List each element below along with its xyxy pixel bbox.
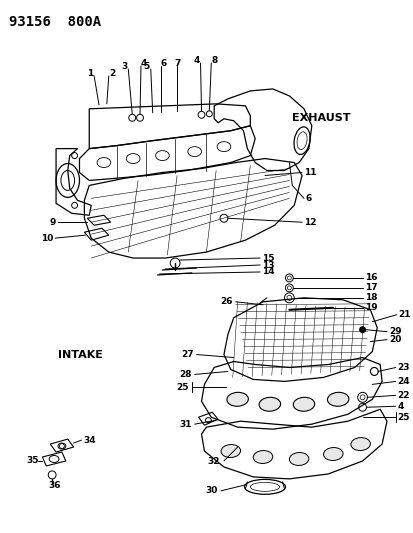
Ellipse shape bbox=[323, 448, 342, 461]
Text: 4: 4 bbox=[397, 402, 403, 411]
Text: 7: 7 bbox=[173, 59, 180, 68]
Text: 9: 9 bbox=[50, 218, 56, 227]
Ellipse shape bbox=[226, 392, 248, 406]
Text: 35: 35 bbox=[26, 456, 38, 465]
Text: 26: 26 bbox=[220, 297, 232, 306]
Text: 10: 10 bbox=[40, 233, 53, 243]
Text: 23: 23 bbox=[397, 363, 409, 372]
Text: 17: 17 bbox=[364, 284, 376, 293]
Text: 14: 14 bbox=[261, 268, 274, 277]
Ellipse shape bbox=[259, 397, 280, 411]
Circle shape bbox=[359, 327, 365, 333]
Text: 18: 18 bbox=[364, 293, 376, 302]
Text: 13: 13 bbox=[261, 261, 274, 270]
Text: 34: 34 bbox=[83, 435, 96, 445]
Text: 4: 4 bbox=[141, 59, 147, 68]
Text: 19: 19 bbox=[364, 303, 376, 312]
Text: 5: 5 bbox=[143, 61, 150, 70]
Text: 27: 27 bbox=[180, 350, 193, 359]
Text: 21: 21 bbox=[398, 310, 410, 319]
Text: 28: 28 bbox=[179, 370, 191, 379]
Text: 3: 3 bbox=[121, 61, 127, 70]
Text: 20: 20 bbox=[388, 335, 400, 344]
Text: 15: 15 bbox=[261, 254, 274, 263]
Text: 6: 6 bbox=[305, 194, 311, 203]
Ellipse shape bbox=[253, 450, 272, 464]
Text: EXHAUST: EXHAUST bbox=[292, 113, 350, 123]
Text: 2: 2 bbox=[109, 69, 115, 77]
Text: 29: 29 bbox=[388, 327, 401, 336]
Text: 11: 11 bbox=[303, 168, 316, 177]
Text: 93156  800A: 93156 800A bbox=[9, 15, 101, 29]
Text: 24: 24 bbox=[397, 377, 409, 386]
Text: 1: 1 bbox=[87, 69, 93, 77]
Text: 25: 25 bbox=[176, 383, 188, 392]
Text: 36: 36 bbox=[48, 481, 61, 490]
Ellipse shape bbox=[221, 445, 240, 457]
Ellipse shape bbox=[350, 438, 370, 450]
Ellipse shape bbox=[327, 392, 348, 406]
Text: INTAKE: INTAKE bbox=[58, 350, 103, 360]
Text: 4: 4 bbox=[193, 55, 199, 64]
Ellipse shape bbox=[292, 397, 314, 411]
Text: 32: 32 bbox=[207, 457, 220, 466]
Text: 6: 6 bbox=[160, 59, 166, 68]
Text: 22: 22 bbox=[397, 391, 409, 400]
Text: 12: 12 bbox=[303, 218, 316, 227]
Ellipse shape bbox=[289, 453, 308, 465]
Text: 30: 30 bbox=[205, 486, 218, 495]
Text: 16: 16 bbox=[364, 273, 376, 282]
Text: 31: 31 bbox=[179, 419, 191, 429]
Text: 8: 8 bbox=[211, 55, 217, 64]
Text: 25: 25 bbox=[397, 413, 409, 422]
